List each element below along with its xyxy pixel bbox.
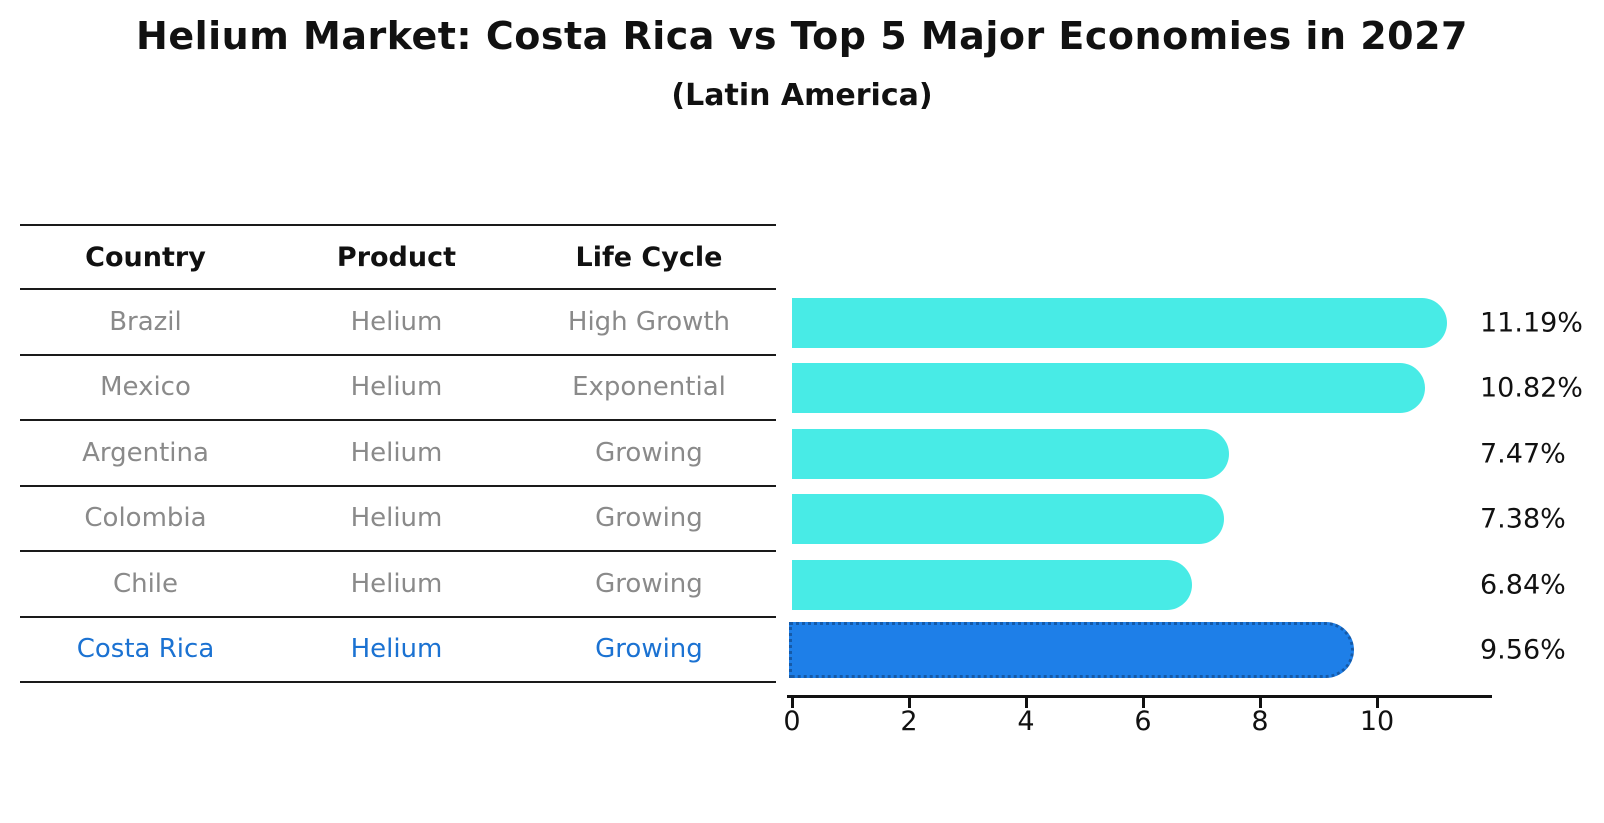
bar-costa-rica (789, 622, 1355, 679)
bar-value-label: 7.38% (1480, 503, 1566, 535)
country-cell: Colombia (84, 503, 207, 534)
bar-value-label: 10.82% (1480, 372, 1583, 404)
bar-mexico (792, 363, 1425, 414)
life-cycle-cell: Exponential (572, 372, 726, 403)
bar-value-label: 6.84% (1480, 569, 1566, 601)
life-cycle-cell: Growing (595, 634, 703, 665)
bar-value-label: 11.19% (1480, 307, 1583, 339)
x-axis-tick-label: 0 (783, 706, 801, 737)
chart-subtitle: (Latin America) (671, 78, 933, 113)
bar-colombia (792, 494, 1224, 545)
table-row: Mexico Helium Exponential (20, 356, 776, 421)
product-cell: Helium (350, 372, 443, 403)
x-axis-line (787, 695, 1492, 698)
x-axis-tick-label: 2 (900, 706, 918, 737)
x-axis-tick (1258, 698, 1262, 708)
bar-argentina (792, 428, 1230, 479)
bar-chile (792, 559, 1193, 610)
product-cell: Helium (350, 306, 443, 337)
table-body: Brazil Helium High Growth Mexico Helium Expon… (20, 290, 776, 683)
x-axis-tick (1024, 698, 1028, 708)
bar-value-label: 9.56% (1480, 634, 1566, 666)
table-header-row: Country Product Life Cycle (20, 224, 776, 290)
x-axis-tick-label: 10 (1359, 706, 1395, 737)
bar-brazil (792, 297, 1447, 348)
table-row: Brazil Helium High Growth (20, 290, 776, 356)
country-cell: Brazil (109, 306, 182, 337)
product-cell: Helium (350, 437, 443, 468)
x-axis-tick (907, 698, 911, 708)
life-cycle-cell: High Growth (567, 306, 731, 337)
country-cell: Chile (112, 568, 179, 599)
life-cycle-cell: Growing (595, 437, 703, 468)
x-axis-tick-label: 4 (1017, 706, 1035, 737)
x-axis-tick-label: 6 (1134, 706, 1152, 737)
column-header-product: Product (336, 241, 457, 273)
bar-value-label: 7.47% (1480, 438, 1566, 470)
product-cell: Helium (350, 503, 443, 534)
column-header-life-cycle: Life Cycle (575, 241, 723, 273)
country-cell: Argentina (82, 437, 209, 468)
chart-title: Helium Market: Costa Rica vs Top 5 Major… (136, 14, 1468, 58)
life-cycle-cell: Growing (595, 503, 703, 534)
product-cell: Helium (350, 634, 443, 665)
x-axis-tick (790, 698, 794, 708)
table-row: Chile Helium Growing (20, 552, 776, 618)
column-header-country: Country (85, 241, 206, 273)
country-cell: Costa Rica (76, 634, 215, 665)
life-cycle-cell: Growing (595, 568, 703, 599)
country-cell: Mexico (100, 372, 191, 403)
country-table: Country Product Life Cycle Brazil Helium H… (20, 224, 776, 683)
x-axis-tick (1141, 698, 1145, 708)
product-cell: Helium (350, 568, 443, 599)
table-row: Argentina Helium Growing (20, 421, 776, 487)
x-axis-tick (1375, 698, 1379, 708)
table-row: Colombia Helium Growing (20, 487, 776, 552)
table-row: Costa Rica Helium Growing (20, 618, 776, 683)
x-axis-tick-label: 8 (1251, 706, 1269, 737)
